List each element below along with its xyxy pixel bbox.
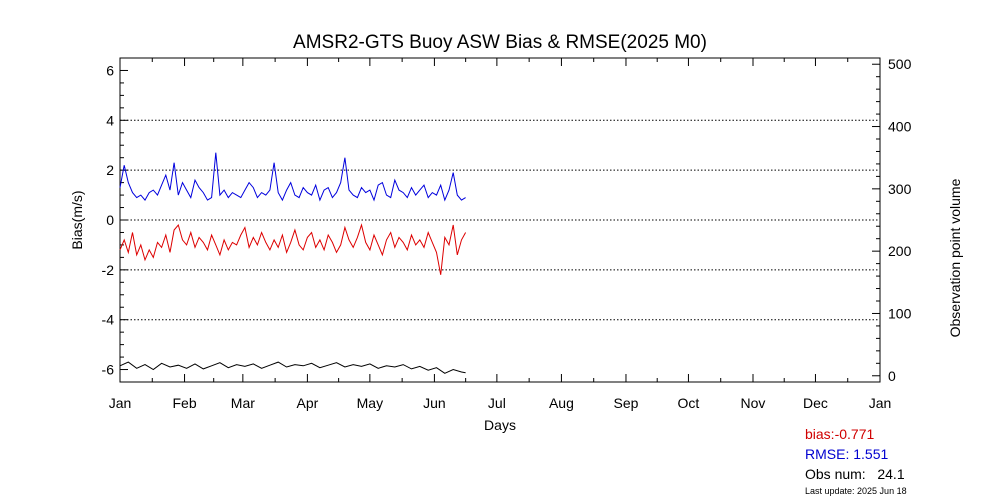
y2-tick-label: 200 <box>888 243 912 259</box>
y2-axis-label: Observation point volume <box>947 178 963 337</box>
x-tick-label: Apr <box>296 395 318 411</box>
y2-tick-label: 400 <box>888 119 912 135</box>
series-layer <box>119 152 467 374</box>
x-axis-label: Days <box>484 417 516 433</box>
rmse-stat: RMSE: 1.551 <box>805 446 889 462</box>
x-tick-label: Mar <box>231 395 255 411</box>
x-tick-label: Jun <box>423 395 446 411</box>
gridlines <box>120 119 880 321</box>
x-tick-label: Nov <box>741 395 766 411</box>
x-tick-label: Jan <box>109 395 132 411</box>
bias-line <box>119 223 467 275</box>
y-tick-label: -2 <box>102 262 115 278</box>
x-tick-label: Aug <box>549 395 574 411</box>
y-tick-label: 6 <box>106 62 114 78</box>
y-tick-label: 0 <box>106 212 114 228</box>
y-tick-label: 4 <box>106 112 114 128</box>
y-axis-label: Bias(m/s) <box>69 190 85 249</box>
x-tick-label: Dec <box>803 395 828 411</box>
chart-title: AMSR2-GTS Buoy ASW Bias & RMSE(2025 M0) <box>293 32 707 53</box>
y2-tick-label: 100 <box>888 305 912 321</box>
x-tick-label: Sep <box>614 395 639 411</box>
x-tick-label: May <box>357 395 383 411</box>
x-tick-label: Oct <box>678 395 700 411</box>
bias-stat: bias:-0.771 <box>805 426 875 442</box>
y-tick-label: -4 <box>102 312 115 328</box>
obs-num-stat: Obs num: 24.1 <box>805 466 905 482</box>
x-tick-label: Feb <box>172 395 196 411</box>
plot-frame <box>119 57 881 383</box>
y-tick-label: -6 <box>102 362 115 378</box>
y-tick-label: 2 <box>106 162 114 178</box>
x-tick-label: Jul <box>488 395 506 411</box>
y2-tick-label: 500 <box>888 56 912 72</box>
last-update-text: Last update: 2025 Jun 18 <box>805 486 907 496</box>
obs-volume-line <box>119 361 466 374</box>
rmse-line <box>119 152 466 202</box>
x-tick-label: Jan <box>869 395 892 411</box>
axis-ticks: 6 4 2 0 -2 -4 -6 500 400 300 200 100 0 Jan Feb Mar Apr Ma… <box>102 56 912 411</box>
y2-tick-label: 0 <box>888 368 896 384</box>
y2-tick-label: 300 <box>888 181 912 197</box>
